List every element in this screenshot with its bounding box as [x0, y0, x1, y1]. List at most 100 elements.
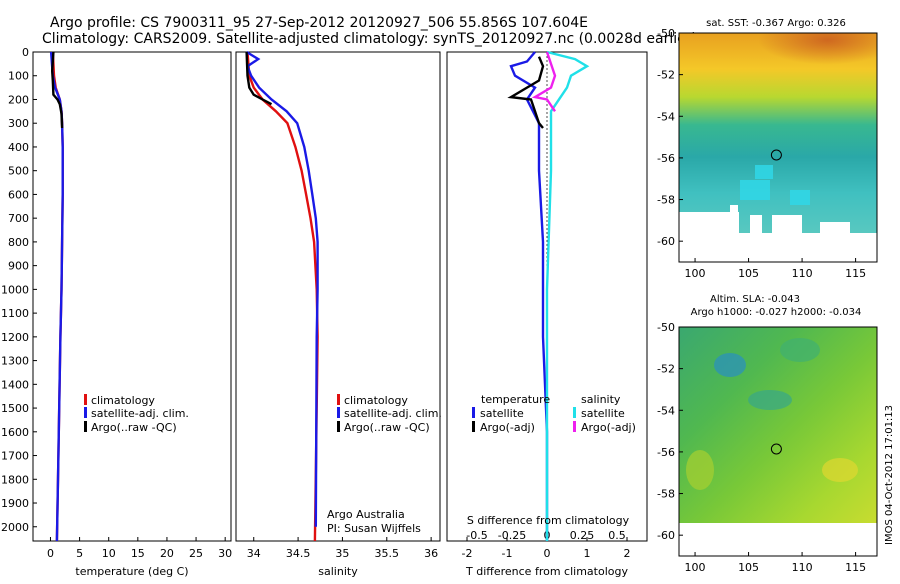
x-tick-label: 35.5 [375, 547, 400, 560]
legend-label-temp-satellite: satellite [480, 407, 524, 420]
x-tick-label: 0 [544, 547, 551, 560]
lon-tick-label: 100 [685, 561, 706, 574]
y-tick-label: 1300 [1, 355, 29, 368]
legend-swatch-argo [337, 421, 340, 432]
temperature-legend: climatology satellite-adj. clim. Argo(..… [84, 394, 189, 434]
legend-label-sal-argo: Argo(-adj) [581, 421, 636, 434]
argo-position-marker [770, 149, 782, 161]
series-line [507, 56, 545, 129]
lon-tick-label: 110 [792, 561, 813, 574]
salinity-panel: 34 34.5 35 35.5 36 salinity climatology sate… [235, 50, 442, 578]
y-tick-label: 0 [22, 46, 29, 59]
sst-map-title: sat. SST: -0.367 Argo: 0.326 [706, 18, 846, 29]
lat-tick-label: -54 [657, 110, 675, 123]
y-tick-label: 2000 [1, 521, 29, 534]
sla-map: Altim. SLA: -0.043 Argo h1000: -0.027 h2… [657, 294, 878, 574]
sst-cyan-patches [740, 165, 810, 205]
legend-swatch-climatology [84, 394, 87, 405]
s-tick-label: -0.25 [498, 529, 526, 542]
y-tick-label: 600 [8, 188, 29, 201]
lat-tick-label: -56 [657, 446, 675, 459]
legend-swatch-satellite [337, 407, 340, 418]
lon-tick-label: 100 [685, 267, 706, 280]
lat-tick-label: -50 [657, 321, 675, 334]
sst-map-frame [678, 32, 878, 263]
legend-swatch-sal-argo [573, 421, 576, 432]
x-tick-label: 20 [160, 547, 174, 560]
y-tick-label: 900 [8, 260, 29, 273]
title-line-2: Climatology: CARS2009. Satellite-adjuste… [42, 31, 697, 47]
sla-field [679, 327, 877, 523]
difference-x-ticks: -2 -1 0 1 2 [462, 537, 631, 560]
y-tick-label: 300 [8, 117, 29, 130]
temperature-depth-ticks: 0 100 200 300 400 500 600 700 800 900 1000 1100 1200… [1, 46, 37, 534]
y-tick-label: 400 [8, 141, 29, 154]
source-annotation-2: PI: Susan Wijffels [327, 522, 421, 535]
temperature-xlabel: temperature (deg C) [75, 565, 188, 578]
difference-lines [507, 50, 590, 541]
legend-label-argo: Argo(..raw -QC) [344, 421, 430, 434]
sla-map-frame [678, 326, 878, 557]
y-tick-label: 500 [8, 165, 29, 178]
lat-tick-label: -58 [657, 488, 675, 501]
legend-label-temp-argo: Argo(-adj) [480, 421, 535, 434]
lat-tick-label: -54 [657, 404, 675, 417]
temperature-axes-frame [32, 51, 232, 542]
sst-warm-patch [679, 33, 877, 103]
y-tick-label: 1000 [1, 283, 29, 296]
y-tick-label: 1100 [1, 307, 29, 320]
lon-tick-label: 105 [738, 561, 759, 574]
salinity-x-ticks: 34 34.5 35 35.5 36 [247, 537, 438, 560]
x-tick-label: 34 [247, 547, 261, 560]
legend-swatch-climatology [337, 394, 340, 405]
series-line [531, 51, 557, 112]
y-tick-label: 1800 [1, 473, 29, 486]
x-tick-label: 34.5 [286, 547, 311, 560]
sst-map: sat. SST: -0.367 Argo: 0.326 -50-52-54-5… [657, 18, 878, 280]
x-tick-label: 5 [76, 547, 83, 560]
x-tick-label: -2 [462, 547, 473, 560]
lat-tick-label: -56 [657, 152, 675, 165]
legend-label-satellite: satellite-adj. clim. [91, 407, 189, 420]
legend-title-salinity: salinity [581, 393, 621, 406]
s-difference-label: S difference from climatology [467, 514, 630, 527]
s-tick-label: 0.5 [608, 529, 626, 542]
x-tick-label: 25 [189, 547, 203, 560]
sst-map-lat-ticks: -50 -52 -54 -56 -58 -60 [657, 27, 683, 248]
x-tick-label: 35 [335, 547, 349, 560]
legend-swatch-temp-argo [472, 421, 475, 432]
lat-tick-label: -50 [657, 27, 675, 40]
sla-map-title-2: Argo h1000: -0.027 h2000: -0.034 [691, 307, 862, 318]
x-tick-label: 1 [584, 547, 591, 560]
legend-title-temperature: temperature [481, 393, 550, 406]
lat-tick-label: -60 [657, 235, 675, 248]
series-line [49, 51, 64, 542]
t-difference-label: T difference from climatology [465, 565, 628, 578]
x-tick-label: 0 [47, 547, 54, 560]
imos-timestamp: IMOS 04-Oct-2012 17:01:13 [884, 405, 895, 545]
s-tick-label: 0.25 [570, 529, 595, 542]
legend-swatch-argo [84, 421, 87, 432]
series-line [545, 50, 590, 541]
y-tick-label: 200 [8, 93, 29, 106]
sst-map-lon-ticks: 100 105 110 115 [685, 258, 866, 280]
y-tick-label: 1600 [1, 426, 29, 439]
y-tick-label: 1400 [1, 378, 29, 391]
x-tick-label: 2 [624, 547, 631, 560]
series-line [509, 51, 549, 541]
y-tick-label: 1900 [1, 497, 29, 510]
source-annotation-1: Argo Australia [327, 508, 405, 521]
lon-tick-label: 115 [845, 267, 866, 280]
temperature-x-ticks: 0 5 10 15 20 25 30 [47, 537, 232, 560]
salinity-difference-ticks: -0.5 -0.25 0 0.25 0.5 [466, 529, 625, 542]
salinity-axes-frame [235, 51, 441, 542]
title-line-1: Argo profile: CS 7900311_95 27-Sep-2012 … [50, 15, 588, 31]
lat-tick-label: -58 [657, 194, 675, 207]
lat-tick-label: -52 [657, 69, 675, 82]
sla-map-empty [680, 523, 876, 555]
lon-tick-label: 105 [738, 267, 759, 280]
salinity-lines [245, 50, 319, 542]
x-tick-label: 36 [424, 547, 438, 560]
y-tick-label: 800 [8, 236, 29, 249]
y-tick-label: 1200 [1, 331, 29, 344]
